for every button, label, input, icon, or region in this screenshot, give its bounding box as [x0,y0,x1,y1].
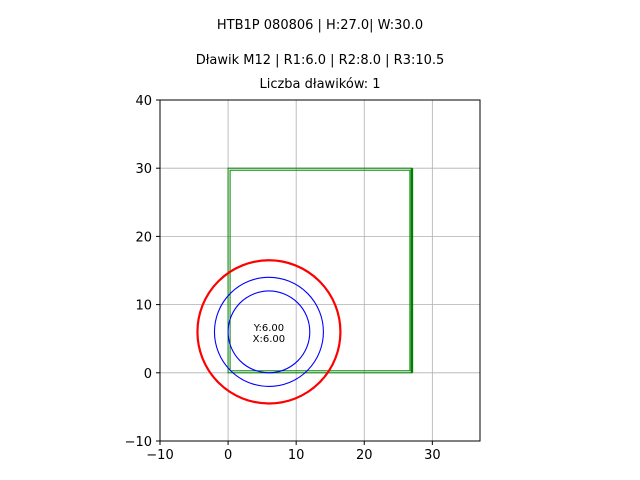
x-tick-label: −10 [146,448,173,463]
chart-title-line-2: Dławik M12 | R1:6.0 | R2:8.0 | R3:10.5 [195,53,445,68]
y-tick-label: −10 [125,435,152,450]
y-tick-label: 20 [135,230,152,245]
x-tick-label: 30 [424,448,441,463]
center-label-x: X:6.00 [253,334,286,345]
grid [159,99,480,442]
x-tick-label: 10 [288,448,305,463]
y-tick-label: 30 [135,162,152,177]
gland-circle-r2 [213,276,324,387]
gland-circle-r3 [196,259,342,405]
shapes [196,167,414,405]
x-tick-label: 0 [224,448,232,463]
x-tick-label: 20 [356,448,373,463]
chart-title-line-3: Liczba dławików: 1 [259,77,381,92]
chart-title-line-1: HTB1P 080806 | H:27.0| W:30.0 [216,18,424,33]
axes-frame [159,99,481,442]
labels: Y:6.00X:6.00 [253,323,286,345]
gland-circle-r1 [227,290,311,374]
y-tick-label: 40 [135,94,152,109]
center-label-y: Y:6.00 [253,323,284,334]
y-tick-label: 0 [144,367,152,382]
y-tick-label: 10 [135,299,152,314]
ticks: −10 0 10 20 30 −10 0 10 20 30 40 [125,94,441,463]
